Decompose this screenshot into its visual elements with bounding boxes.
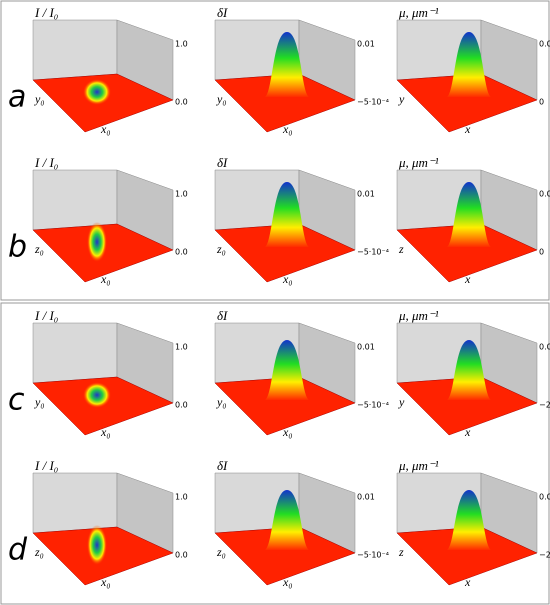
floor — [214, 223, 356, 283]
plot-title: δI — [217, 308, 228, 323]
z-top-label: 0.01 — [539, 343, 550, 352]
z-bottom-label: 0.0 — [175, 551, 188, 560]
plot-title: I / I₀ — [34, 458, 58, 473]
z-bottom-label: 0.0 — [175, 401, 188, 410]
z-bottom-label: −5·10⁻⁴ — [357, 551, 389, 560]
z-top-label: 1.0 — [175, 40, 188, 49]
y-axis-label: y — [398, 395, 405, 409]
x-axis-label: x₀ — [282, 122, 293, 136]
plot-title: I / I₀ — [34, 308, 58, 323]
peak — [265, 340, 309, 400]
x-axis-label: x₀ — [282, 575, 293, 589]
x-axis-label: x₀ — [100, 425, 111, 439]
x-axis-label: x₀ — [282, 272, 293, 286]
z-bottom-label: 0 — [539, 98, 544, 107]
y-axis-label: z₀ — [216, 242, 226, 256]
z-bottom-label: −5·10⁻⁴ — [357, 98, 389, 107]
x-axis-label: x — [464, 425, 471, 439]
floor — [214, 526, 356, 586]
intensity-spot — [83, 79, 111, 105]
y-axis-label: z — [398, 242, 404, 256]
plot-title: δI — [217, 5, 228, 20]
plot-title: δI — [217, 458, 228, 473]
back-wall — [32, 472, 118, 534]
row-label: a — [8, 80, 26, 115]
peak — [265, 490, 309, 550]
back-wall — [32, 322, 118, 384]
y-axis-label: y₀ — [34, 395, 45, 409]
x-axis-label: x — [464, 575, 471, 589]
floor — [396, 73, 538, 133]
plot-title: I / I₀ — [34, 155, 58, 170]
panel-border — [0, 0, 550, 301]
floor — [396, 223, 538, 283]
z-bottom-label: −5·10⁻⁴ — [357, 248, 389, 257]
z-bottom-label: 0 — [539, 248, 544, 257]
z-bottom-label: 0.0 — [175, 248, 188, 257]
plot-title: μ, μm⁻¹ — [398, 308, 439, 323]
peak — [447, 182, 491, 247]
z-top-label: 1.0 — [175, 190, 188, 199]
y-axis-label: y₀ — [216, 92, 227, 106]
z-top-label: 0.02 — [539, 190, 550, 199]
peak — [447, 340, 491, 400]
x-axis-label: x₀ — [100, 575, 111, 589]
y-axis-label: y₀ — [34, 92, 45, 106]
row-label: b — [8, 230, 27, 265]
row-label: d — [8, 533, 28, 568]
intensity-spot — [83, 382, 111, 408]
z-bottom-label: 0.0 — [175, 98, 188, 107]
peak — [447, 490, 491, 550]
y-axis-label: z₀ — [216, 545, 226, 559]
z-top-label: 0.01 — [357, 343, 375, 352]
z-top-label: 0.01 — [357, 190, 375, 199]
x-axis-label: x₀ — [100, 122, 111, 136]
plot-title: μ, μm⁻¹ — [398, 5, 439, 20]
z-top-label: 1.0 — [175, 493, 188, 502]
plot-title: I / I₀ — [34, 5, 58, 20]
floor — [396, 376, 538, 436]
peak — [447, 32, 491, 97]
z-bottom-label: −2·10⁻⁴ — [539, 401, 550, 410]
intensity-spot — [87, 222, 107, 262]
y-axis-label: z₀ — [34, 242, 44, 256]
y-axis-label: y₀ — [216, 395, 227, 409]
z-bottom-label: −2·10⁻⁴ — [539, 551, 550, 560]
z-top-label: 0.02 — [539, 40, 550, 49]
floor — [396, 526, 538, 586]
floor — [214, 376, 356, 436]
y-axis-label: y — [398, 92, 405, 106]
plot-title: μ, μm⁻¹ — [398, 458, 439, 473]
x-axis-label: x — [464, 122, 471, 136]
plot-title: μ, μm⁻¹ — [398, 155, 439, 170]
z-bottom-label: −5·10⁻⁴ — [357, 401, 389, 410]
back-wall — [32, 19, 118, 81]
row-label: c — [8, 383, 25, 418]
z-top-label: 0.01 — [357, 40, 375, 49]
x-axis-label: x₀ — [282, 425, 293, 439]
intensity-spot — [87, 525, 107, 565]
z-top-label: 0.01 — [539, 493, 550, 502]
peak — [265, 182, 309, 247]
floor — [214, 73, 356, 133]
y-axis-label: z — [398, 545, 404, 559]
back-wall — [32, 169, 118, 231]
z-top-label: 1.0 — [175, 343, 188, 352]
x-axis-label: x — [464, 272, 471, 286]
peak — [265, 32, 309, 97]
plot-title: δI — [217, 155, 228, 170]
panel-border — [0, 302, 550, 605]
x-axis-label: x₀ — [100, 272, 111, 286]
z-top-label: 0.01 — [357, 493, 375, 502]
y-axis-label: z₀ — [34, 545, 44, 559]
